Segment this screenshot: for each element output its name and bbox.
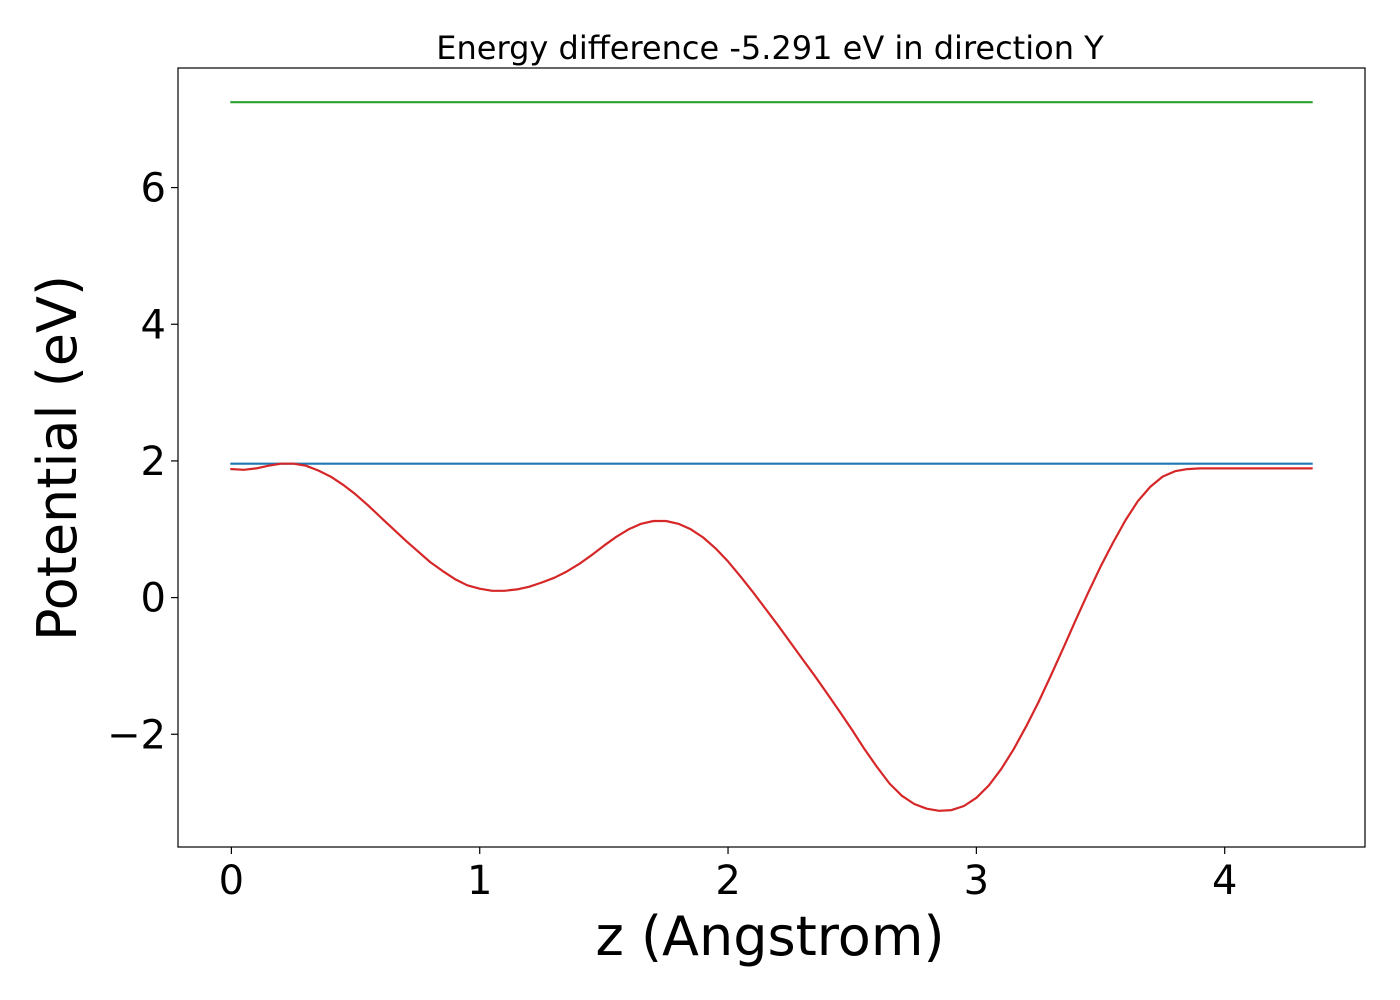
chart-title: Energy difference -5.291 eV in direction…: [436, 29, 1104, 67]
y-tick-label: 6: [141, 166, 166, 212]
y-axis-label: Potential (eV): [26, 275, 89, 641]
plot-area: [230, 101, 1313, 812]
y-tick-label: 0: [141, 576, 166, 622]
plot-frame: [177, 67, 1366, 848]
x-tick-label: 0: [219, 858, 244, 904]
x-tick-label: 4: [1212, 858, 1237, 904]
x-tick-label: 3: [964, 858, 989, 904]
x-tick-label: 1: [467, 858, 492, 904]
x-tick-label: 2: [715, 858, 740, 904]
x-axis-label: z (Angstrom): [595, 905, 944, 968]
y-tick-label: 4: [141, 302, 166, 348]
y-tick-label: 2: [141, 439, 166, 485]
y-tick-label: −2: [107, 712, 166, 758]
red-potential-curve: [230, 462, 1313, 812]
